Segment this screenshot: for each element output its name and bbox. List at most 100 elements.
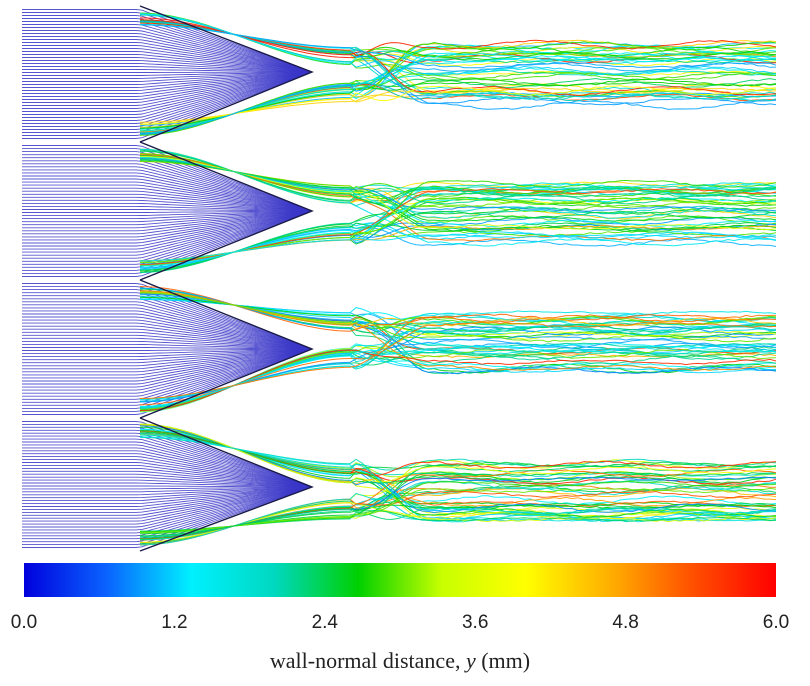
upstream-streamline (22, 199, 311, 212)
colorbar (24, 563, 776, 597)
upstream-streamline (22, 486, 311, 493)
upstream-streamline (22, 71, 311, 82)
upstream-streamline (22, 205, 311, 212)
upstream-streamline (22, 310, 311, 350)
upstream-streamline (22, 347, 311, 350)
axis-title-unit: (mm) (476, 648, 530, 673)
upstream-streamline (22, 286, 311, 349)
upstream-streamline (22, 304, 311, 349)
upstream-streamline (22, 71, 311, 109)
upstream-streamline (22, 486, 311, 513)
upstream-streamline (22, 348, 311, 364)
upstream-streamline (22, 486, 311, 505)
downstream-streamline (139, 62, 777, 135)
upstream-streamline (22, 349, 311, 412)
upstream-streamline (22, 163, 311, 211)
upstream-streamline (22, 348, 311, 385)
upstream-streamline (22, 486, 311, 525)
upstream-streamline (22, 211, 311, 253)
chevron-wall (139, 279, 314, 419)
upstream-streamline (22, 69, 311, 73)
upstream-streamline (22, 486, 311, 496)
upstream-streamline (22, 316, 311, 350)
upstream-streamline (22, 210, 311, 223)
upstream-streamline (22, 202, 311, 212)
upstream-streamline (22, 172, 311, 212)
upstream-streamline (22, 459, 311, 488)
upstream-streamline (22, 71, 311, 79)
upstream-streamline (22, 211, 311, 256)
upstream-streamline (22, 313, 311, 350)
upstream-streamline (22, 295, 311, 349)
chevron-wall (139, 5, 314, 143)
downstream-streamline (139, 153, 777, 200)
upstream-streamline (22, 348, 311, 355)
downstream-streamline (139, 508, 777, 539)
upstream-streamline (22, 209, 311, 212)
upstream-streamline (22, 211, 311, 268)
upstream-streamline (22, 210, 311, 244)
upstream-streamline (22, 322, 311, 350)
upstream-streamline (22, 328, 311, 350)
upstream-streamline (22, 337, 311, 350)
upstream-streamline (22, 210, 311, 238)
chevron-walls (139, 5, 314, 552)
axis-title-symbol: y (464, 648, 476, 673)
upstream-streamline (22, 71, 311, 88)
upstream-streamline (22, 349, 311, 403)
upstream-streamline (22, 470, 311, 488)
downstream-streamline (139, 19, 777, 96)
upstream-streamline (22, 349, 311, 400)
colorbar-axis-title: wall-normal distance, y (mm) (270, 648, 530, 673)
upstream-streamline (22, 190, 311, 212)
upstream-streamline (22, 210, 311, 247)
upstream-streamline (22, 45, 311, 73)
upstream-streamline (22, 210, 311, 229)
upstream-streamline (22, 211, 311, 259)
upstream-streamline (22, 486, 311, 519)
colorbar-tick-label: 2.4 (312, 612, 339, 633)
upstream-streamline (22, 486, 311, 502)
upstream-streamline (22, 210, 311, 235)
upstream-streamline (22, 60, 311, 73)
upstream-streamline (22, 210, 311, 213)
upstream-streamline (22, 486, 311, 516)
upstream-streamline (22, 485, 310, 488)
upstream-streamline (22, 72, 311, 121)
downstream-streamline (139, 287, 777, 349)
upstream-streamline (22, 71, 311, 100)
upstream-streamline (22, 71, 311, 85)
upstream-streamline (22, 33, 311, 73)
upstream-streamline (22, 482, 311, 488)
upstream-streamline (22, 18, 311, 72)
upstream-streamline (22, 349, 311, 394)
upstream-streamline (22, 438, 311, 487)
upstream-streamline (22, 181, 311, 212)
upstream-streamline (22, 157, 311, 211)
upstream-streamline (22, 486, 311, 522)
colorbar-tick-label: 1.2 (161, 612, 187, 633)
upstream-streamline (22, 453, 311, 488)
downstream-streamline (139, 434, 777, 514)
upstream-streamline (22, 210, 311, 220)
colorbar-tick-label: 3.6 (462, 612, 488, 633)
upstream-streamline (22, 447, 311, 487)
upstream-streamline (22, 42, 311, 73)
downstream-streamline (139, 346, 777, 408)
upstream-streamline (22, 66, 311, 73)
upstream-streamline (22, 71, 310, 73)
upstream-streamline (22, 325, 311, 350)
upstream-streamline (22, 154, 311, 211)
upstream-streamline (22, 72, 311, 139)
downstream-streamline (139, 14, 777, 76)
upstream-streamline (22, 71, 311, 76)
upstream-streamline (22, 24, 311, 72)
upstream-streamline (22, 487, 311, 528)
chevron-wall (139, 141, 314, 281)
colorbar-ticks: 0.0 1.2 2.4 3.6 4.8 6.0 (11, 612, 789, 633)
streamline-field (22, 9, 777, 548)
upstream-streamline (22, 57, 311, 73)
colorbar-tick-label: 4.8 (612, 612, 638, 633)
downstream-streamline (139, 296, 777, 338)
